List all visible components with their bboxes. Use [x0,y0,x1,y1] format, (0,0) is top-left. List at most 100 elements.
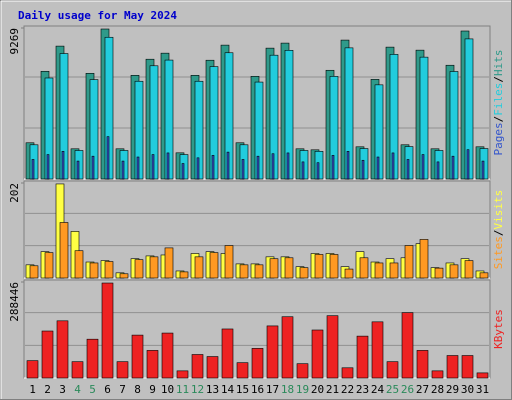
x-tick-label: 7 [119,383,126,396]
bar [166,152,170,180]
bar [161,332,174,379]
bar [374,262,384,279]
bar [461,355,474,379]
bar [301,161,305,180]
bar [46,154,50,180]
x-tick-label: 26 [401,383,414,396]
bar [151,154,155,180]
x-tick-label: 8 [134,383,141,396]
bar [466,149,470,180]
bar [224,245,234,279]
bar [226,151,230,180]
x-tick-label: 17 [266,383,279,396]
bar [269,258,279,279]
x-tick-label: 22 [341,383,354,396]
bar [181,163,185,180]
bar [76,160,80,180]
bar [196,157,200,180]
bar [449,264,459,279]
bar [101,282,114,379]
bar [404,245,414,279]
bar [59,222,69,279]
x-tick-label: 11 [176,383,189,396]
bar [329,254,339,279]
x-tick-label: 4 [74,383,81,396]
x-tick-label: 15 [236,383,249,396]
x-tick-label: 25 [386,383,399,396]
bar [116,361,129,379]
x-tick-label: 2 [44,383,51,396]
bar [56,320,69,379]
bar [134,259,144,279]
bar [481,160,485,180]
bar [326,315,339,379]
x-tick-label: 1 [29,383,36,396]
bar [284,257,294,279]
bar [146,350,159,379]
bar [314,254,324,279]
bar [251,348,264,379]
bar [179,271,189,279]
legend-entry: Sites [492,236,505,269]
x-tick-label: 14 [221,383,235,396]
bar [256,155,260,180]
bar [331,155,335,180]
x-tick-label: 6 [104,383,111,396]
bar [406,159,410,180]
bar [271,153,275,180]
bar [61,151,65,180]
bar [401,312,414,379]
bar [361,159,365,180]
bar [421,154,425,180]
bar [254,264,264,279]
bar [346,151,350,180]
bar [296,363,309,379]
legend-separator: / [492,116,505,123]
bar [121,160,125,180]
bar [266,325,279,379]
x-tick-label: 24 [371,383,385,396]
bar [299,267,309,279]
bar [434,267,444,279]
x-tick-label: 10 [161,383,174,396]
x-tick-label: 31 [476,383,489,396]
bar [221,328,234,379]
legend: KBytes [492,309,505,349]
x-tick-label: 5 [89,383,96,396]
bar [416,350,429,379]
x-tick-label: 9 [149,383,156,396]
bar [31,159,35,180]
bar [164,247,174,279]
legend-separator: / [492,76,505,83]
x-tick-label: 28 [431,383,444,396]
x-tick-label: 18 [281,383,294,396]
bar [44,252,54,279]
bar [451,155,455,180]
x-tick-label: 29 [446,383,459,396]
bar [371,321,384,379]
legend: Sites/Visits [492,190,505,270]
bar [41,330,54,379]
bar [316,162,320,180]
bar [26,360,39,379]
bar [86,338,99,379]
x-tick-label: 12 [191,383,204,396]
legend-separator: / [492,230,505,237]
bar [391,152,395,180]
bar [476,372,489,379]
legend-entry: Pages [492,122,505,155]
x-tick-label: 21 [326,383,339,396]
legend-entry: KBytes [492,309,505,349]
y-tick-label: 202 [8,183,21,203]
bar [176,370,189,379]
bar [131,334,144,379]
x-tick-label: 27 [416,383,429,396]
bar [386,361,399,379]
bar [91,155,95,180]
y-tick-label: 288446 [8,282,21,322]
legend: Pages/Files/Hits [492,50,505,156]
x-tick-label: 16 [251,383,264,396]
bar [241,159,245,180]
bar [106,136,110,180]
